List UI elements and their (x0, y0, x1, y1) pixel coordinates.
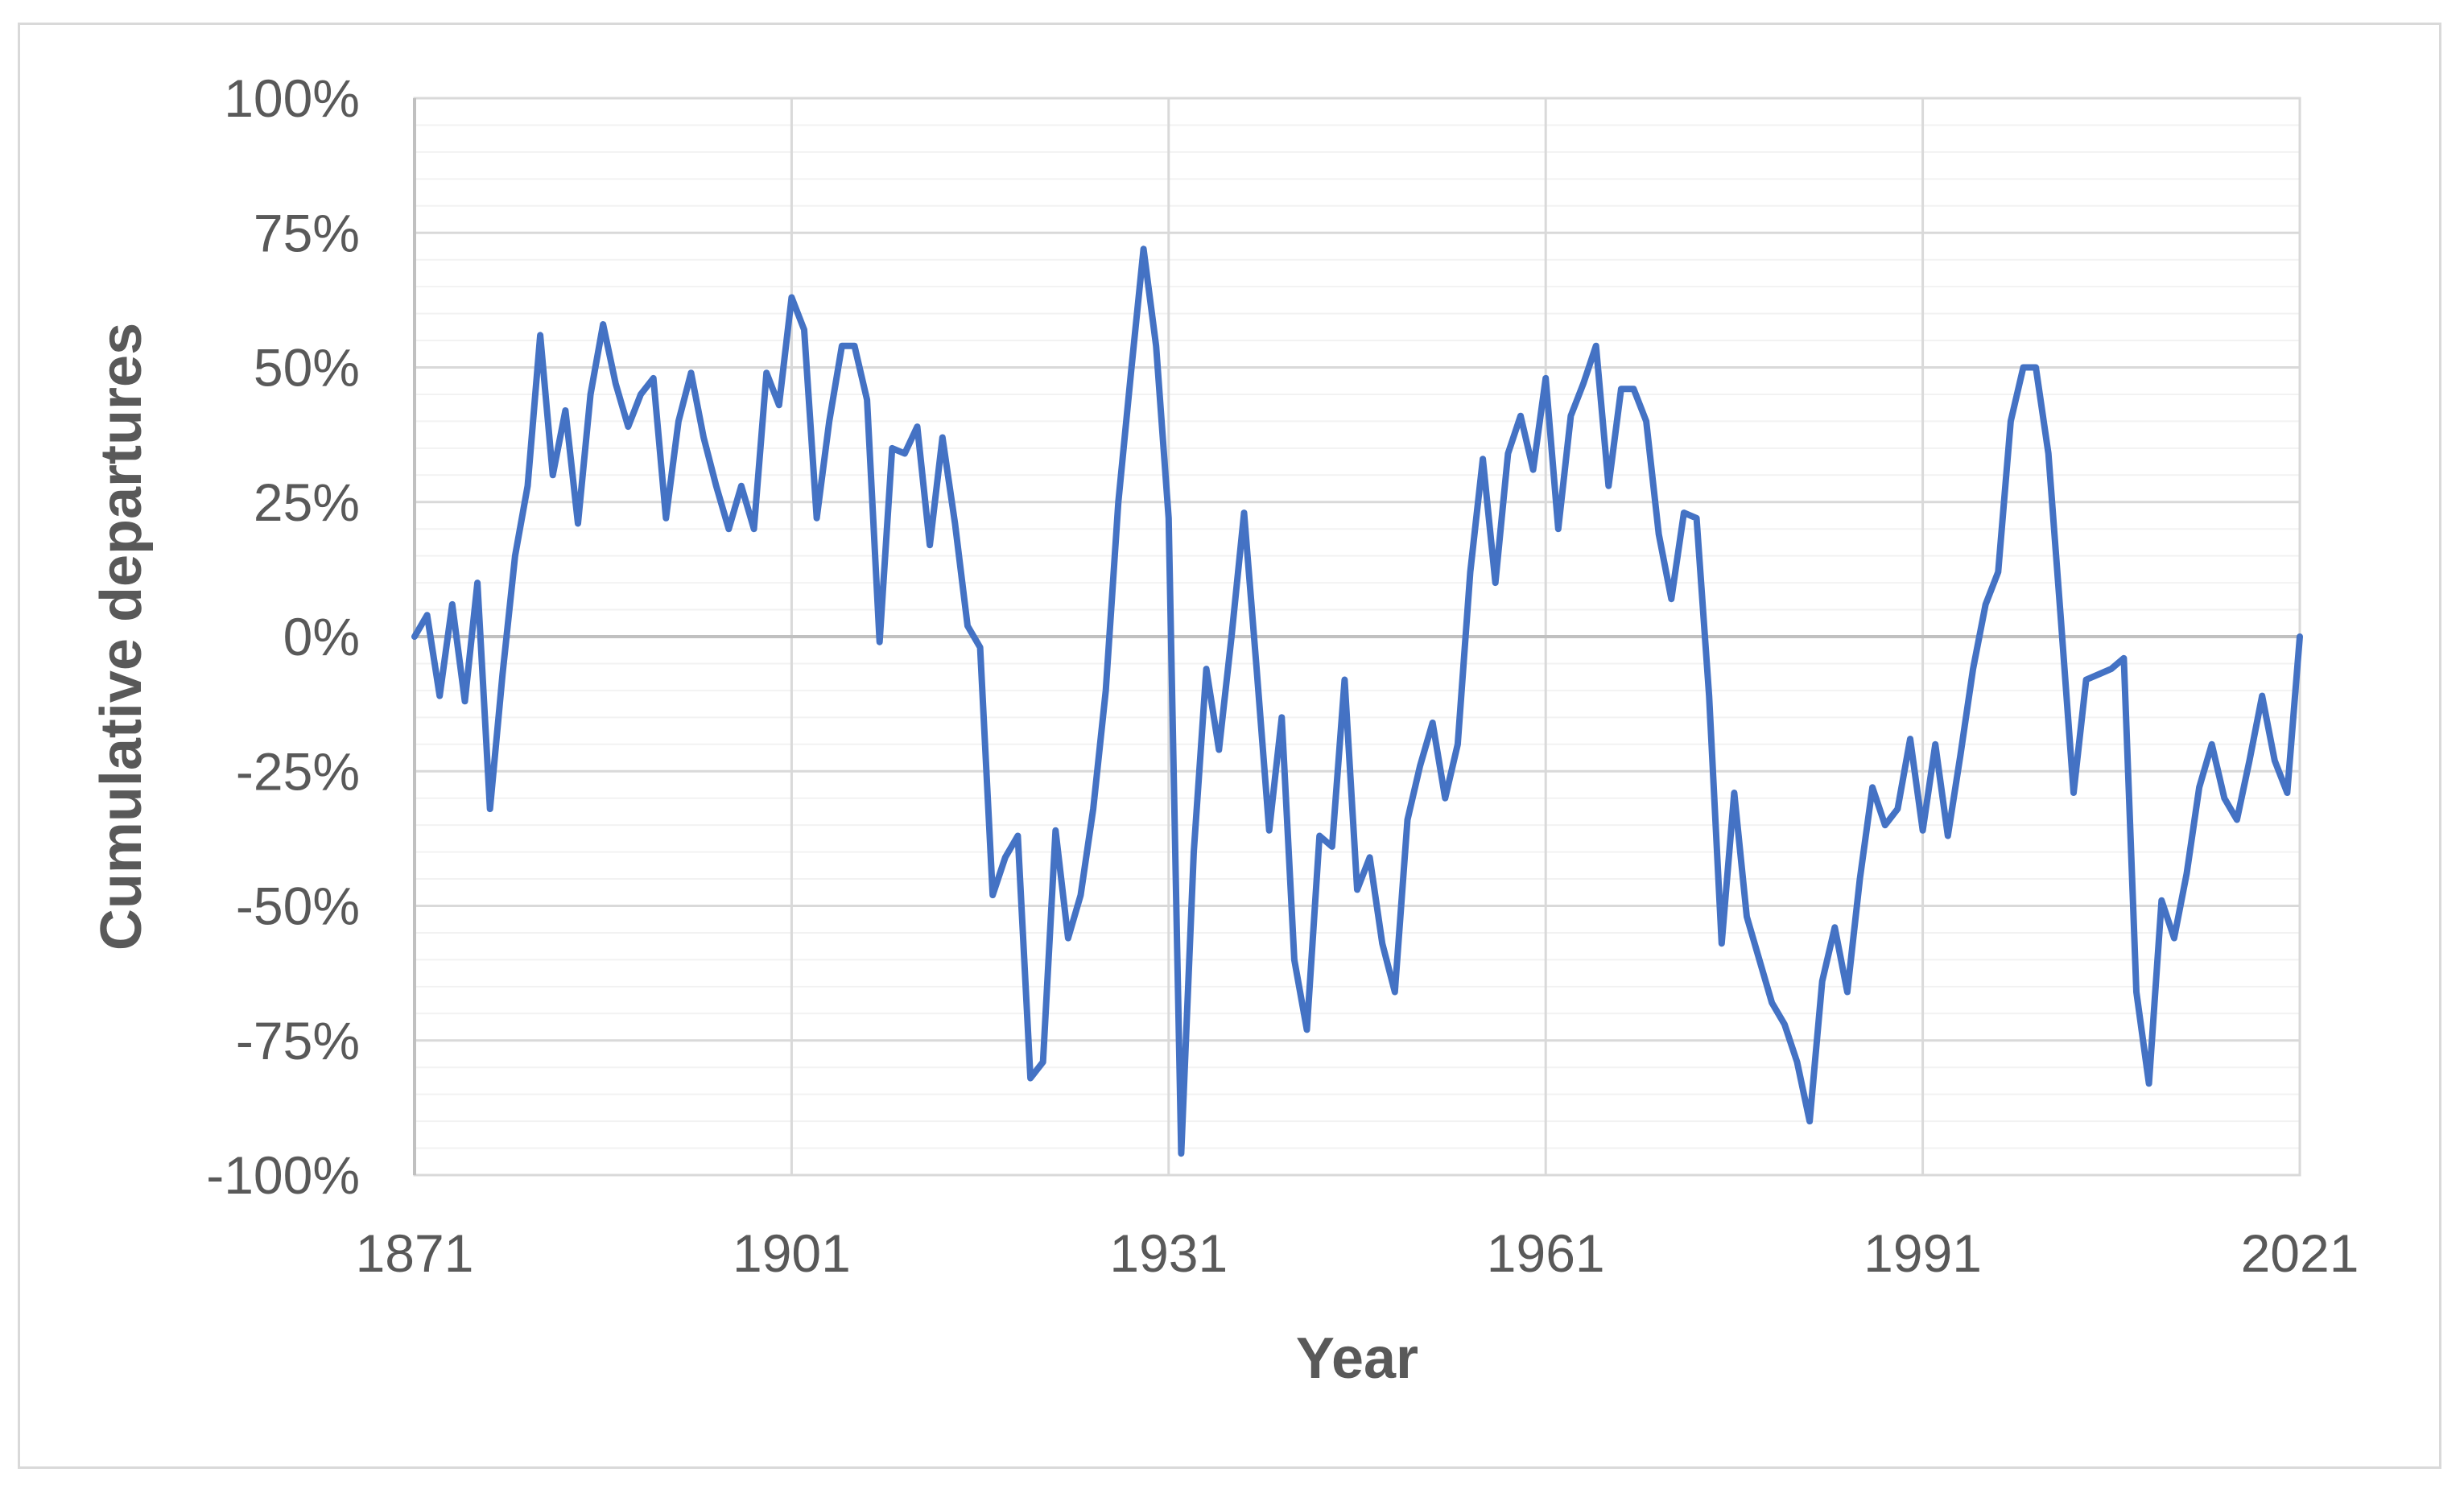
y-tick-label: 100% (224, 68, 360, 128)
series-line (411, 245, 2303, 1157)
y-tick-label: 0% (283, 607, 360, 666)
figure-border (18, 23, 2441, 1469)
y-tick-label: -75% (236, 1011, 360, 1070)
x-tick-label: 1961 (1487, 1223, 1605, 1283)
x-tick-label: 2021 (2241, 1223, 2359, 1283)
y-tick-label: -25% (236, 741, 360, 801)
x-axis-title: Year (1296, 1326, 1418, 1391)
y-axis-title: Cumulative departures (89, 323, 154, 951)
x-tick-label: 1931 (1109, 1223, 1228, 1283)
y-tick-label: 75% (254, 203, 360, 262)
x-tick-label: 1901 (733, 1223, 851, 1283)
x-tick-label: 1991 (1863, 1223, 1982, 1283)
y-tick-label: -50% (236, 876, 360, 936)
y-tick-label: 25% (254, 472, 360, 532)
y-tick-label: 50% (254, 338, 360, 398)
x-tick-label: 1871 (356, 1223, 474, 1283)
y-tick-label: -100% (206, 1145, 360, 1205)
